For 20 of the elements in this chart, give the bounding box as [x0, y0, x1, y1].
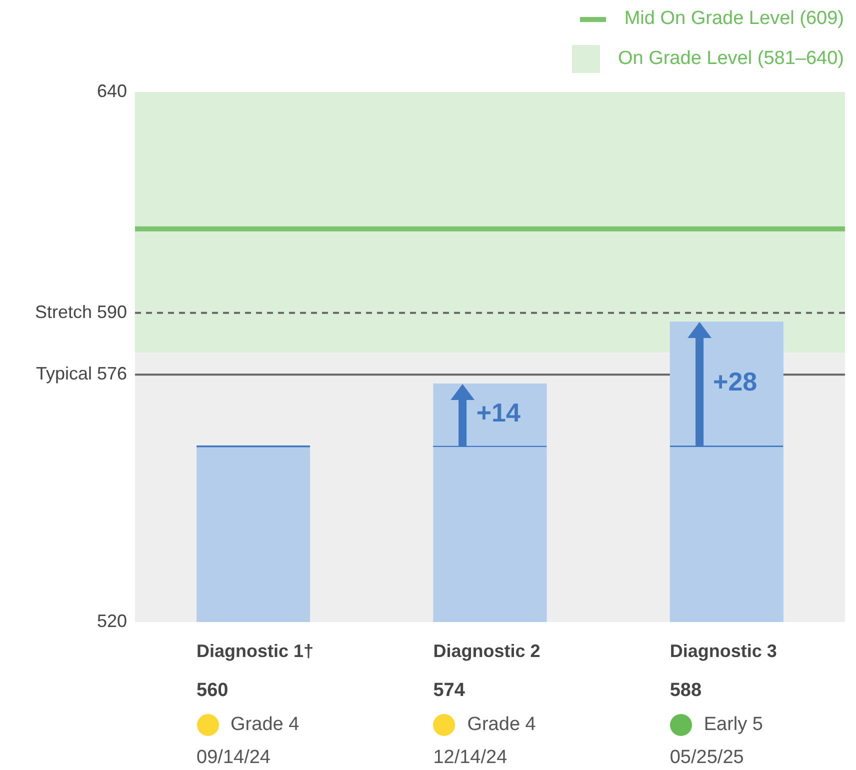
data-label: 588: [670, 680, 702, 702]
text: Grade 4: [467, 714, 536, 736]
legend-label: Mid On Grade Level (609): [624, 8, 844, 30]
y-tick-label: 640: [96, 80, 127, 101]
annotation: +28: [713, 366, 758, 397]
y-tick-label: Typical 576: [36, 364, 127, 384]
data-label: 574: [433, 680, 466, 702]
x-tick-label: Diagnostic 2: [433, 640, 540, 661]
data-label: 560: [196, 680, 228, 702]
legend-label: On Grade Level (581–640): [618, 48, 844, 70]
text: 12/14/24: [433, 747, 508, 768]
x-tick-label: Diagnostic 3: [670, 640, 777, 661]
text: 09/14/24: [196, 747, 271, 768]
y-tick-label: 520: [96, 610, 127, 631]
text: Grade 4: [230, 714, 300, 736]
annotation: +14: [476, 398, 522, 428]
text: 05/25/25: [670, 747, 744, 768]
text: Early 5: [704, 714, 764, 736]
x-tick-label: Diagnostic 1†: [196, 640, 314, 661]
y-tick-label: Stretch 590: [34, 302, 127, 322]
